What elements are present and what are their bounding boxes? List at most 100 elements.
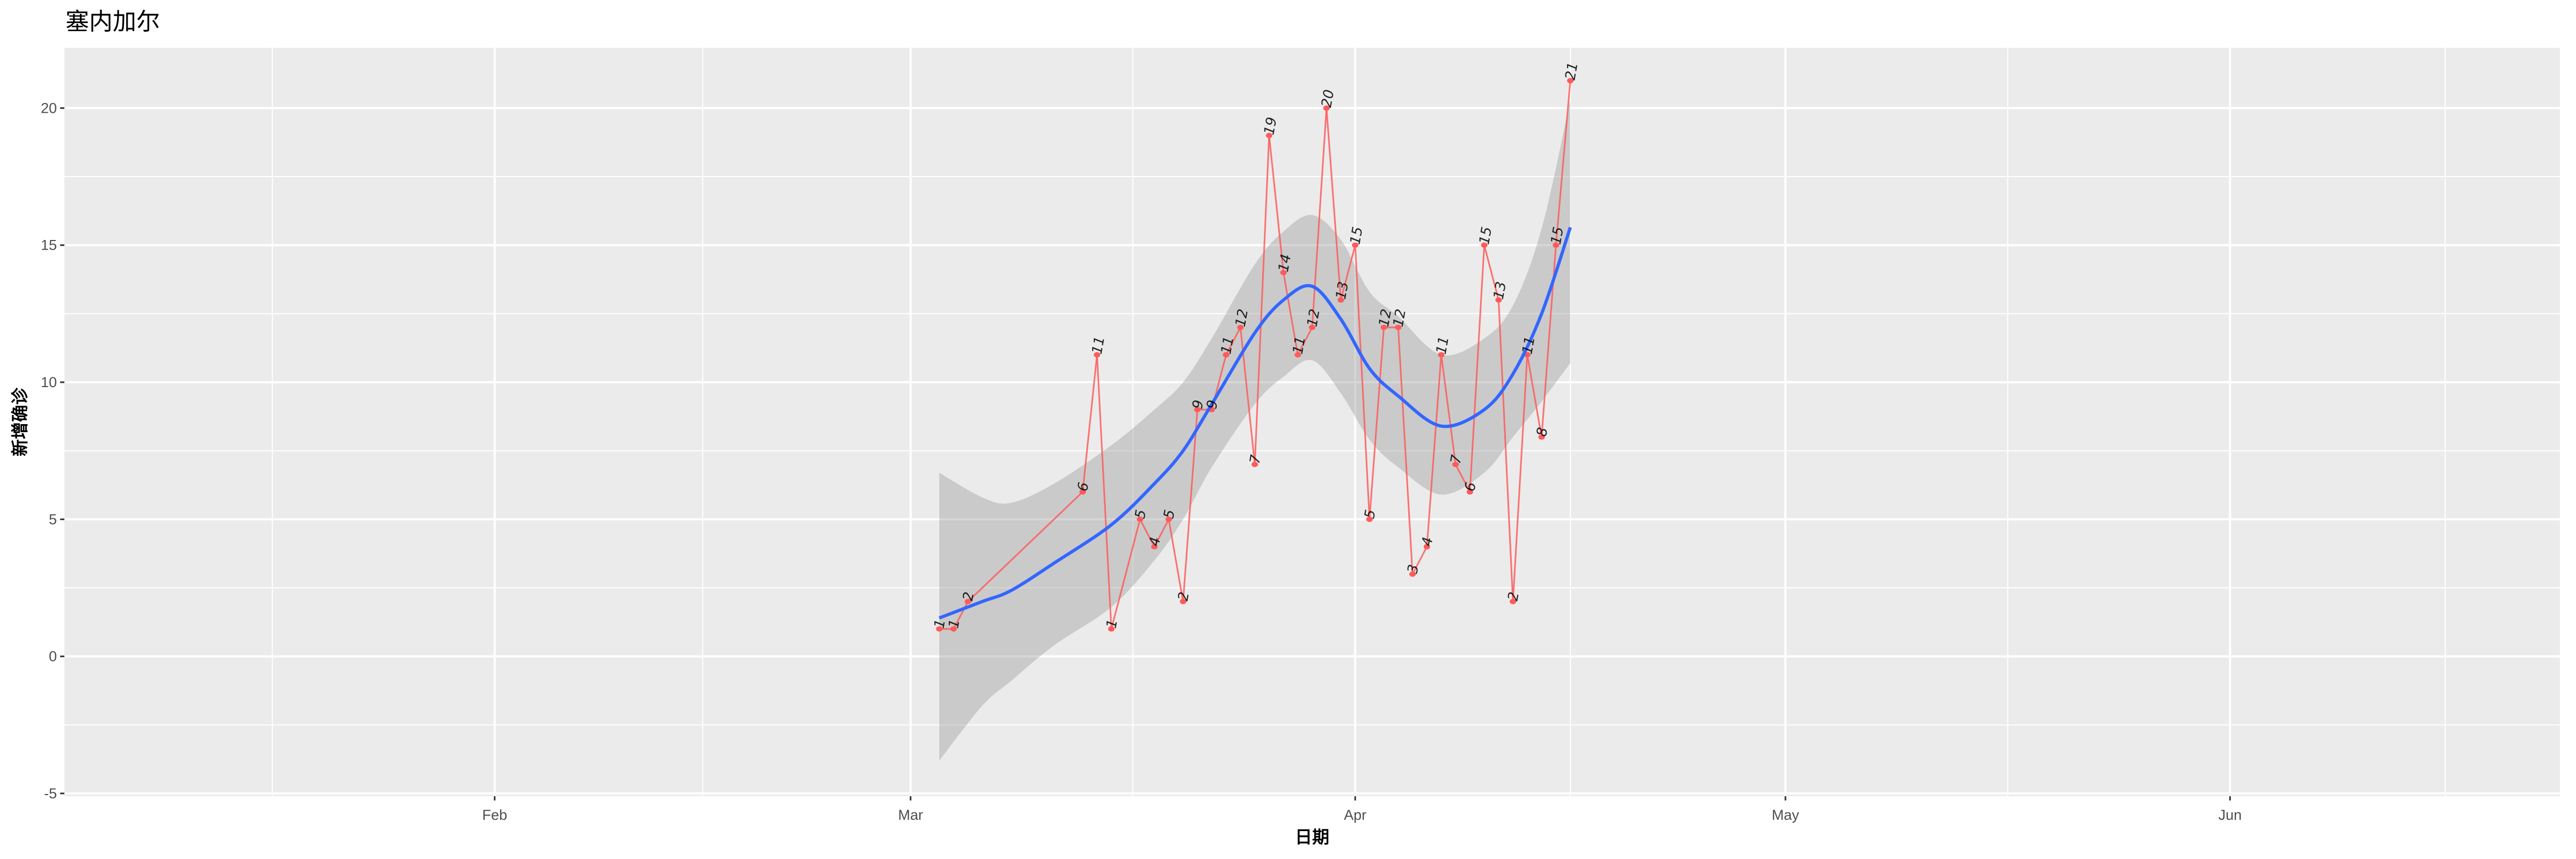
chart-title: 塞内加尔: [65, 8, 160, 35]
point-label: 15: [1476, 225, 1495, 246]
point-label: 5: [1132, 508, 1150, 520]
major-gridlines: [64, 48, 2560, 796]
data-point: [1079, 489, 1086, 495]
data-point: [1495, 297, 1502, 303]
point-label: 11: [1290, 335, 1309, 355]
data-point: [1223, 352, 1230, 358]
data-point: [1265, 133, 1272, 139]
data-point: [1438, 352, 1445, 358]
x-tick-label: Apr: [1344, 807, 1366, 823]
line-segment: [1469, 245, 1485, 492]
point-label: 4: [1419, 536, 1436, 548]
data-point: [1567, 78, 1574, 84]
line-segment: [1512, 354, 1528, 602]
data-point: [1553, 242, 1560, 248]
point-label: 6: [1462, 481, 1479, 493]
point-label: 12: [1391, 308, 1409, 328]
point-label: 2: [960, 591, 977, 602]
x-axis-title: 日期: [1295, 827, 1329, 847]
point-label: 7: [1247, 453, 1264, 465]
data-point: [1510, 599, 1517, 605]
point-label: 14: [1276, 253, 1294, 273]
point-label: 2: [1505, 591, 1522, 602]
y-tick-label: 5: [49, 511, 57, 527]
y-axis: -5 0 5 10 15 20: [41, 100, 64, 802]
y-tick-label: 20: [41, 100, 57, 116]
point-label: 13: [1491, 280, 1510, 301]
line-segment: [1182, 409, 1198, 602]
x-tick-label: May: [1772, 807, 1799, 823]
line-segment: [1411, 546, 1428, 575]
point-label: 15: [1348, 225, 1366, 246]
data-point: [936, 626, 943, 632]
y-tick-label: 15: [41, 237, 57, 253]
data-point: [1423, 544, 1430, 550]
data-point: [1165, 516, 1172, 522]
line-segment: [1225, 327, 1241, 355]
point-label: 1: [1103, 618, 1121, 630]
data-point: [1294, 352, 1301, 358]
data-point: [1194, 407, 1201, 413]
data-line: [939, 81, 1571, 630]
line-segment: [1311, 108, 1328, 327]
point-label: 7: [1448, 453, 1465, 465]
data-point: [1323, 105, 1330, 111]
data-point: [1137, 516, 1144, 522]
line-segment: [1497, 300, 1514, 602]
line-segment: [1168, 519, 1184, 602]
line-segment: [1153, 519, 1170, 548]
line-segment: [1354, 245, 1371, 520]
line-segment: [1368, 327, 1385, 520]
data-point: [1180, 599, 1187, 605]
point-label: 12: [1304, 308, 1323, 328]
data-point: [1337, 297, 1344, 303]
line-segment: [1483, 245, 1499, 301]
point-label: 1: [946, 618, 963, 630]
point-label: 1: [932, 618, 949, 630]
point-label: 11: [1089, 335, 1108, 355]
y-axis-title: 新增确诊: [10, 387, 30, 456]
point-label: 21: [1562, 61, 1581, 82]
y-tick-label: -5: [44, 785, 57, 802]
line-segment: [1426, 354, 1443, 547]
data-point: [950, 626, 957, 632]
line-segment: [1340, 245, 1356, 301]
point-label: 5: [1362, 508, 1379, 520]
plot-panel: [64, 48, 2560, 796]
line-segment: [1440, 354, 1457, 465]
point-label: 9: [1204, 399, 1221, 411]
point-label: 15: [1548, 225, 1567, 246]
point-label: 11: [1218, 335, 1237, 355]
data-point: [1366, 516, 1373, 522]
line-segment: [967, 491, 1084, 602]
line-segment: [953, 601, 969, 630]
line-segment: [1326, 108, 1342, 300]
point-label: 4: [1146, 536, 1163, 548]
point-label: 12: [1233, 308, 1252, 328]
line-segment: [1526, 354, 1543, 438]
data-point: [1352, 242, 1359, 248]
x-axis: Feb Mar Apr May Jun: [482, 796, 2242, 823]
minor-gridlines: [64, 48, 2560, 796]
line-segment: [1081, 354, 1098, 492]
point-label: 12: [1376, 308, 1395, 328]
point-label: 11: [1519, 335, 1538, 355]
line-segment: [1110, 519, 1141, 629]
line-segment: [1096, 354, 1113, 629]
line-segment: [1555, 81, 1571, 245]
y-tick-label: 0: [49, 649, 57, 665]
line-segment: [1139, 519, 1155, 548]
data-point: [1309, 324, 1315, 330]
x-tick-label: Feb: [482, 807, 507, 823]
point-label: 20: [1319, 89, 1337, 109]
data-point: [1409, 571, 1416, 577]
line-segment: [1254, 135, 1270, 465]
point-labels: 1126111545299111271914111220131551212341…: [932, 61, 1582, 630]
data-point: [1252, 462, 1258, 468]
point-label: 9: [1190, 399, 1207, 411]
line-segment: [1268, 135, 1285, 273]
data-points: [936, 78, 1574, 632]
point-label: 13: [1333, 280, 1352, 301]
x-tick-label: Jun: [2219, 807, 2242, 823]
